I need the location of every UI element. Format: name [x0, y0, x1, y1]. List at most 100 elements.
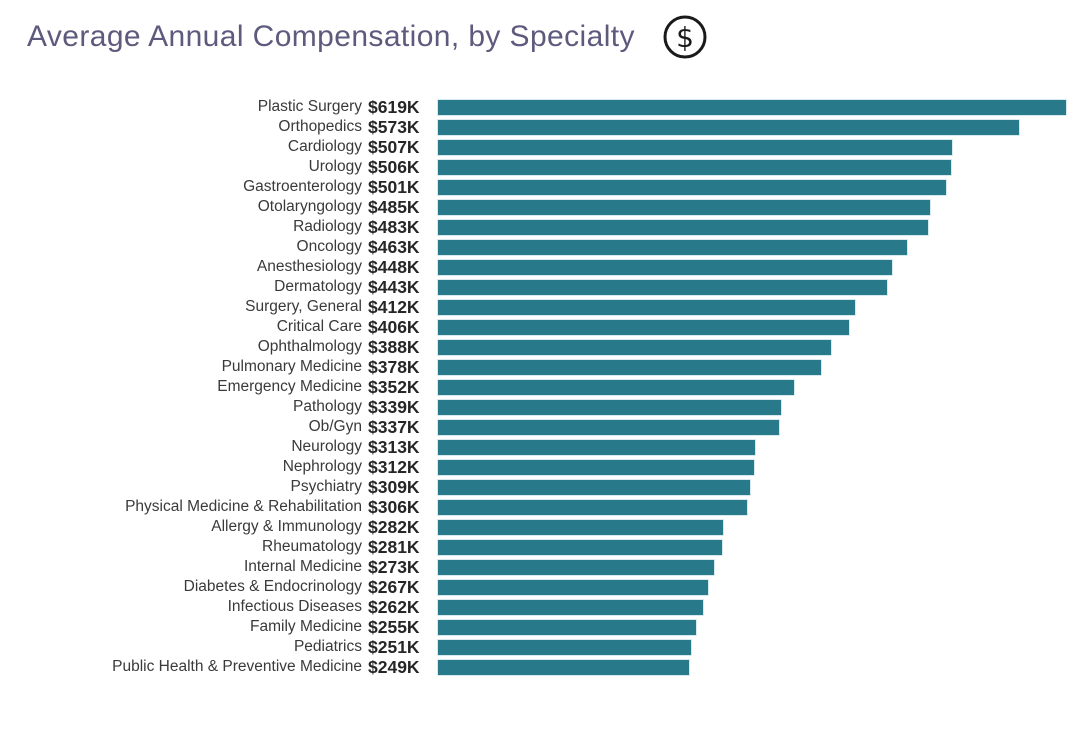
value-label: $352K	[368, 376, 420, 397]
specialty-label: Psychiatry	[290, 478, 363, 495]
specialty-label: Urology	[308, 158, 362, 175]
chart-row: Dermatology $443K	[0, 277, 1080, 297]
chart-row: Rheumatology $281K	[0, 537, 1080, 557]
chart-row: Surgery, General $412K	[0, 297, 1080, 317]
specialty-label: Plastic Surgery	[257, 98, 362, 115]
bar-track	[437, 258, 1080, 276]
value-label: $282K	[368, 516, 420, 537]
value-label: $406K	[368, 316, 420, 337]
bar-track	[437, 598, 1080, 616]
value-label: $267K	[368, 576, 420, 597]
specialty-label: Ob/Gyn	[308, 418, 362, 435]
value-label: $507K	[368, 136, 420, 157]
chart-row: Internal Medicine $273K	[0, 557, 1080, 577]
specialty-label: Emergency Medicine	[217, 378, 362, 395]
chart-row: Anesthesiology $448K	[0, 257, 1080, 277]
bar-track	[437, 178, 1080, 196]
bar	[437, 358, 822, 376]
value-label: $501K	[368, 176, 420, 197]
chart-row: Pathology $339K	[0, 397, 1080, 417]
specialty-label: Family Medicine	[250, 618, 362, 635]
bar	[437, 338, 832, 356]
bar-track	[437, 278, 1080, 296]
value-label: $281K	[368, 536, 420, 557]
bar-track	[437, 558, 1080, 576]
bar-track	[437, 438, 1080, 456]
bar	[437, 578, 709, 596]
value-label: $388K	[368, 336, 420, 357]
value-label: $249K	[368, 656, 420, 677]
value-label: $309K	[368, 476, 420, 497]
value-label: $448K	[368, 256, 420, 277]
chart-row: Orthopedics $573K	[0, 117, 1080, 137]
specialty-label: Nephrology	[282, 458, 362, 475]
chart-row: Ob/Gyn $337K	[0, 417, 1080, 437]
bar	[437, 278, 888, 296]
bar-track	[437, 318, 1080, 336]
bar	[437, 138, 953, 156]
chart-row: Critical Care $406K	[0, 317, 1080, 337]
bar-track	[437, 658, 1080, 676]
bar-track	[437, 498, 1080, 516]
chart-row: Infectious Diseases $262K	[0, 597, 1080, 617]
chart-row: Neurology $313K	[0, 437, 1080, 457]
bar	[437, 198, 931, 216]
bar	[437, 318, 850, 336]
bar	[437, 178, 947, 196]
value-label: $251K	[368, 636, 420, 657]
bar-track	[437, 198, 1080, 216]
chart-row: Urology $506K	[0, 157, 1080, 177]
bar-track	[437, 358, 1080, 376]
bar	[437, 638, 692, 656]
chart-row: Allergy & Immunology $282K	[0, 517, 1080, 537]
bar-track	[437, 338, 1080, 356]
specialty-label: Surgery, General	[245, 298, 362, 315]
bar-track	[437, 458, 1080, 476]
bar	[437, 258, 893, 276]
bar-track	[437, 638, 1080, 656]
bar	[437, 438, 756, 456]
chart-row: Radiology $483K	[0, 217, 1080, 237]
value-label: $483K	[368, 216, 420, 237]
chart-row: Plastic Surgery $619K	[0, 97, 1080, 117]
chart-row: Public Health & Preventive Medicine $249K	[0, 657, 1080, 677]
chart-row: Emergency Medicine $352K	[0, 377, 1080, 397]
specialty-label: Orthopedics	[278, 118, 362, 135]
bar	[437, 458, 755, 476]
specialty-label: Pediatrics	[293, 638, 362, 655]
chart-header: Average Annual Compensation, by Specialt…	[27, 14, 708, 60]
specialty-label: Rheumatology	[262, 538, 362, 555]
value-label: $378K	[368, 356, 420, 377]
value-label: $262K	[368, 596, 420, 617]
chart-row: Pulmonary Medicine $378K	[0, 357, 1080, 377]
specialty-label: Physical Medicine & Rehabilitation	[125, 498, 362, 515]
specialty-label: Diabetes & Endocrinology	[183, 578, 362, 595]
specialty-label: Cardiology	[287, 138, 362, 155]
specialty-label: Allergy & Immunology	[211, 518, 362, 535]
specialty-label: Oncology	[296, 238, 362, 255]
chart-row: Family Medicine $255K	[0, 617, 1080, 637]
bar-track	[437, 98, 1080, 116]
bar-track	[437, 158, 1080, 176]
value-label: $619K	[368, 96, 420, 117]
value-label: $412K	[368, 296, 420, 317]
value-label: $313K	[368, 436, 420, 457]
bar-track	[437, 238, 1080, 256]
chart-row: Gastroenterology $501K	[0, 177, 1080, 197]
bar	[437, 538, 723, 556]
bar-track	[437, 118, 1080, 136]
specialty-label: Pathology	[293, 398, 362, 415]
dollar-circle-icon: $	[662, 14, 708, 60]
bar-track	[437, 218, 1080, 236]
bar-track	[437, 518, 1080, 536]
bar-chart: Plastic Surgery $619K Orthopedics $573K Card…	[0, 97, 1080, 677]
bar-track	[437, 578, 1080, 596]
value-label: $339K	[368, 396, 420, 417]
bar-track	[437, 478, 1080, 496]
specialty-label: Ophthalmology	[257, 338, 362, 355]
chart-title: Average Annual Compensation, by Specialt…	[27, 20, 635, 53]
bar	[437, 418, 780, 436]
value-label: $337K	[368, 416, 420, 437]
value-label: $506K	[368, 156, 420, 177]
specialty-label: Otolaryngology	[257, 198, 362, 215]
